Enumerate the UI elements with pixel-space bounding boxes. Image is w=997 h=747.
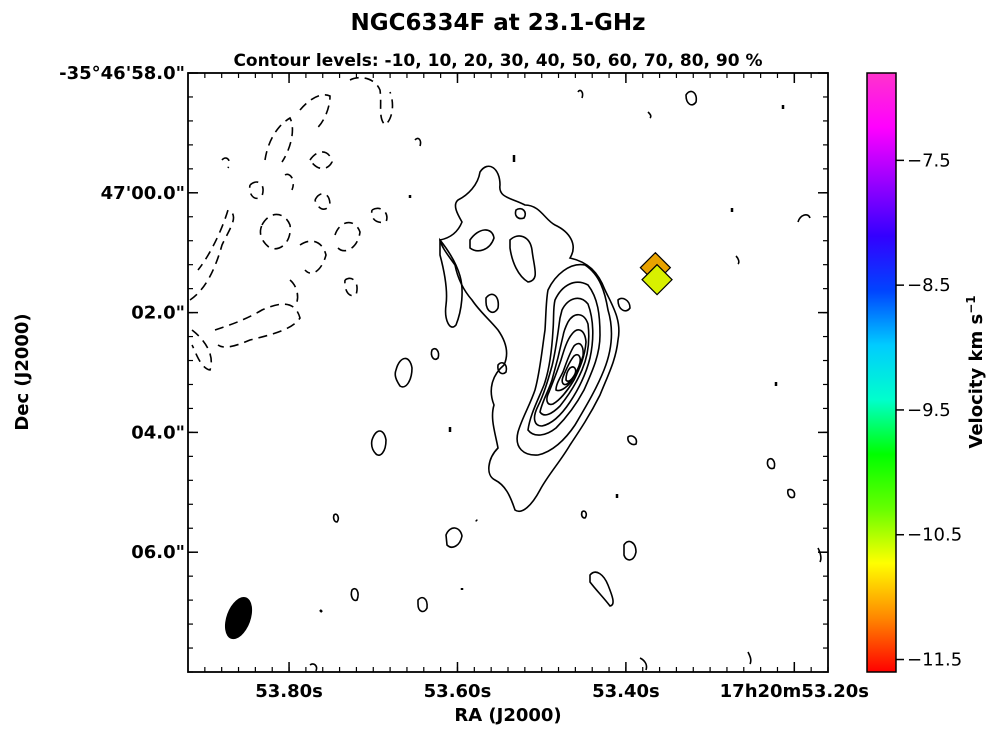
negative-contour — [191, 329, 212, 371]
positive-contour-10 — [509, 235, 537, 283]
positive-contour-10 — [414, 137, 422, 147]
positive-contour-90 — [565, 366, 577, 382]
minor-ticks — [188, 72, 829, 673]
positive-contour-10 — [735, 255, 740, 265]
positive-contour-50 — [539, 313, 590, 416]
colorbar-label-superscript: −1 — [964, 295, 978, 313]
plot-frame — [187, 72, 829, 673]
positive-contour-10 — [332, 513, 340, 523]
negative-contour — [248, 181, 264, 200]
y-tick-label: 02.0" — [131, 303, 185, 324]
negative-contour — [344, 277, 358, 297]
positive-contour-10 — [647, 111, 652, 119]
colorbar-tick-label: −10.5 — [907, 525, 962, 546]
positive-contour-40 — [533, 297, 594, 427]
positive-contour-10 — [485, 293, 500, 314]
colorbar-label-text: Velocity km s — [966, 314, 987, 449]
negative-contour — [370, 207, 388, 224]
positive-contour-10 — [439, 237, 463, 328]
negative-contours — [189, 76, 394, 371]
positive-contour-10 — [589, 571, 614, 607]
positive-contour-10 — [617, 297, 631, 312]
colorbar-tick-label: −7.5 — [907, 150, 951, 171]
positive-contour-20 — [516, 263, 613, 456]
positive-contour-10 — [514, 207, 527, 220]
negative-contour — [221, 157, 231, 169]
negative-contour — [299, 94, 331, 131]
x-axis-ticks: 53.80s 53.60s 53.40s 17h20m53.20s — [255, 73, 869, 702]
negative-contour — [299, 240, 327, 274]
contour-dot — [319, 609, 323, 613]
negative-contour — [264, 116, 294, 163]
positive-contour-10 — [639, 657, 648, 671]
positive-contours — [309, 89, 822, 672]
negative-contour — [289, 279, 299, 306]
y-axis-label: Dec (J2000) — [12, 313, 33, 430]
beam-layer — [224, 597, 253, 640]
positive-contour-10 — [350, 587, 359, 602]
positive-contour-10 — [817, 547, 822, 563]
colorbar — [866, 72, 897, 673]
y-tick-label: 47'00.0" — [101, 183, 185, 204]
positive-contour-10 — [394, 357, 413, 388]
colorbar-tick-label: −8.5 — [907, 275, 951, 296]
x-tick-label: 53.60s — [424, 681, 492, 702]
contour-map — [189, 76, 822, 672]
positive-contour-10 — [627, 435, 638, 446]
maser-marker — [641, 263, 673, 296]
maser-layer — [639, 251, 673, 296]
positive-contour-10 — [445, 527, 463, 548]
negative-contour — [189, 208, 235, 301]
y-tick-label: 04.0" — [131, 422, 185, 443]
negative-contour — [214, 303, 301, 348]
chart-title: NGC6334F at 23.1-GHz — [350, 10, 645, 36]
y-axis-ticks: -35°46'58.0" 47'00.0" 02.0" 04.0" 06.0" — [59, 63, 828, 563]
negative-contour — [259, 213, 292, 250]
positive-contour-10 — [469, 229, 495, 252]
positive-contour-10 — [685, 90, 698, 106]
positive-contour-10 — [577, 89, 584, 99]
positive-contour-10 — [766, 457, 776, 470]
colorbar-label: Velocity km s−1 — [964, 295, 987, 448]
y-tick-label: 06.0" — [131, 542, 185, 563]
positive-contour-10 — [797, 213, 811, 223]
positive-contour-70 — [555, 342, 584, 392]
positive-contour-10 — [430, 347, 440, 361]
positive-contour-10 — [417, 596, 428, 613]
positive-contour-10 — [623, 540, 637, 561]
x-tick-label: 17h20m53.20s — [720, 681, 869, 702]
positive-contour-10 — [309, 663, 318, 672]
negative-contour — [284, 173, 295, 191]
chart-subtitle: Contour levels: -10, 10, 20, 30, 40, 50,… — [233, 51, 762, 71]
positive-contour-80 — [561, 353, 581, 386]
contour-dot — [475, 519, 478, 522]
positive-contour-10 — [497, 362, 508, 375]
tiny-contour-dots — [319, 105, 785, 613]
positive-contour-10 — [747, 651, 752, 665]
colorbar-ticks: −7.5 −8.5 −9.5 −10.5 −11.5 — [896, 150, 962, 671]
x-tick-label: 53.40s — [592, 681, 660, 702]
y-tick-label: -35°46'58.0" — [59, 63, 185, 84]
x-tick-label: 53.80s — [255, 681, 323, 702]
negative-contour — [309, 151, 333, 170]
negative-contour — [349, 76, 394, 127]
positive-contour-10 — [787, 488, 796, 499]
positive-contour-10 — [580, 510, 588, 519]
positive-contour-30 — [527, 281, 601, 436]
negative-contour — [314, 192, 331, 210]
colorbar-tick-label: −11.5 — [907, 650, 962, 671]
positive-contour-60 — [546, 329, 587, 406]
positive-contour-10 — [370, 430, 387, 456]
colorbar-tick-label: −9.5 — [907, 400, 951, 421]
beam-ellipse — [224, 597, 253, 640]
x-axis-label: RA (J2000) — [454, 705, 561, 726]
negative-contour — [334, 221, 361, 252]
